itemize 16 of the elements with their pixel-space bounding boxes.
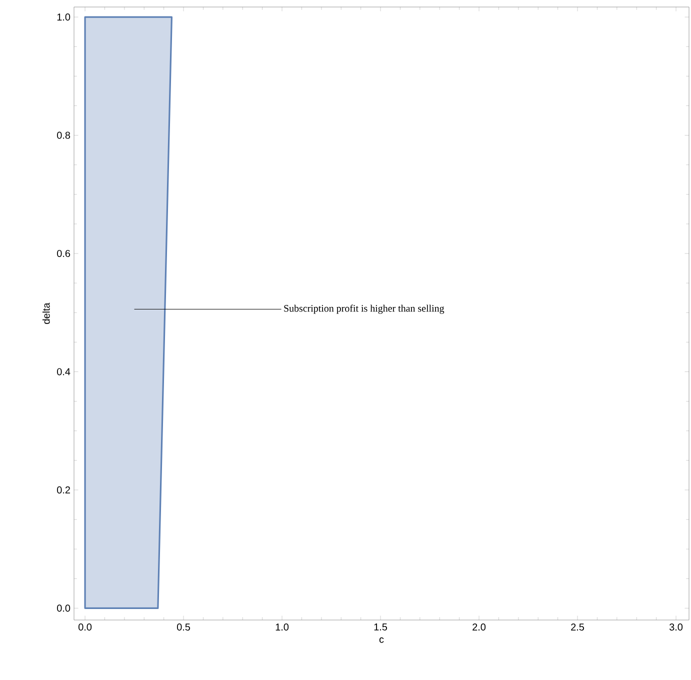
y-tick-label: 0.0 (57, 604, 70, 612)
y-tick-label: 0.6 (57, 250, 70, 258)
x-tick-label: 2.5 (571, 624, 584, 631)
x-axis-title: c (379, 637, 384, 643)
x-tick-label: 0.0 (78, 624, 92, 631)
y-tick-label: 0.2 (57, 486, 70, 494)
x-tick-label: 3.0 (669, 624, 683, 631)
x-tick-label: 2.0 (472, 624, 486, 631)
y-tick-label: 0.4 (57, 368, 70, 376)
y-axis-title: delta (42, 302, 50, 324)
x-tick-label: 0.5 (176, 624, 190, 631)
annotation: Subscription profit is higher than selling (284, 304, 444, 314)
y-tick-label: 1.0 (57, 14, 70, 21)
x-tick-label: 1.0 (276, 624, 289, 631)
y-tick-label: 0.8 (57, 132, 70, 139)
x-tick-label: 1.5 (374, 624, 388, 630)
